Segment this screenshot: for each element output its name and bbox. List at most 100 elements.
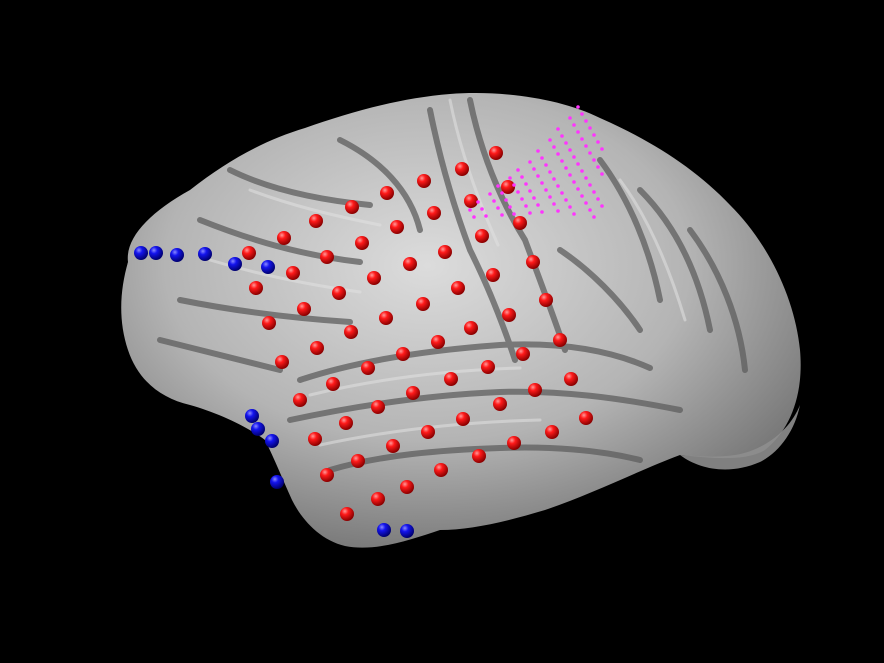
red-electrode: [371, 492, 385, 506]
magenta-electrode: [472, 215, 476, 219]
blue-electrode-group: [134, 246, 414, 538]
magenta-electrode: [548, 195, 552, 199]
magenta-electrode: [536, 174, 540, 178]
magenta-electrode: [588, 208, 592, 212]
red-electrode: [403, 257, 417, 271]
blue-electrode: [149, 246, 163, 260]
red-electrode: [427, 206, 441, 220]
red-electrode: [464, 194, 478, 208]
magenta-electrode: [528, 211, 532, 215]
magenta-electrode: [536, 149, 540, 153]
red-electrode: [344, 325, 358, 339]
red-electrode: [516, 347, 530, 361]
magenta-electrode: [580, 112, 584, 116]
red-electrode: [396, 347, 410, 361]
magenta-electrode: [556, 127, 560, 131]
red-electrode: [513, 216, 527, 230]
red-electrode: [539, 293, 553, 307]
magenta-electrode: [540, 156, 544, 160]
red-electrode: [455, 162, 469, 176]
blue-electrode: [198, 247, 212, 261]
magenta-electrode: [568, 116, 572, 120]
red-electrode: [493, 397, 507, 411]
magenta-electrode: [532, 167, 536, 171]
magenta-electrode: [516, 190, 520, 194]
red-electrode: [438, 245, 452, 259]
red-electrode: [481, 360, 495, 374]
magenta-electrode: [592, 215, 596, 219]
magenta-electrode: [592, 133, 596, 137]
red-electrode: [451, 281, 465, 295]
blue-electrode: [261, 260, 275, 274]
red-electrode: [361, 361, 375, 375]
magenta-electrode: [512, 183, 516, 187]
magenta-electrode: [528, 189, 532, 193]
blue-electrode: [270, 475, 284, 489]
red-electrode: [464, 321, 478, 335]
magenta-electrode: [576, 187, 580, 191]
red-electrode: [310, 341, 324, 355]
magenta-electrode: [512, 212, 516, 216]
blue-electrode: [265, 434, 279, 448]
magenta-electrode: [500, 191, 504, 195]
red-electrode: [472, 449, 486, 463]
red-electrode: [351, 454, 365, 468]
magenta-electrode: [564, 166, 568, 170]
red-electrode: [345, 200, 359, 214]
red-electrode: [475, 229, 489, 243]
magenta-electrode: [572, 155, 576, 159]
magenta-electrode: [508, 176, 512, 180]
magenta-electrode: [600, 172, 604, 176]
magenta-electrode: [592, 190, 596, 194]
blue-electrode: [170, 248, 184, 262]
red-electrode: [326, 377, 340, 391]
magenta-electrode: [548, 170, 552, 174]
magenta-electrode: [484, 214, 488, 218]
red-electrode: [431, 335, 445, 349]
red-electrode: [309, 214, 323, 228]
red-electrode-group: [242, 146, 593, 521]
red-electrode: [277, 231, 291, 245]
red-electrode: [242, 246, 256, 260]
red-electrode: [332, 286, 346, 300]
magenta-electrode: [584, 176, 588, 180]
red-electrode: [275, 355, 289, 369]
red-electrode: [502, 308, 516, 322]
magenta-electrode: [584, 119, 588, 123]
magenta-electrode: [596, 165, 600, 169]
blue-electrode: [377, 523, 391, 537]
red-electrode: [355, 236, 369, 250]
magenta-electrode: [556, 184, 560, 188]
magenta-electrode: [572, 212, 576, 216]
cerebellum: [680, 405, 800, 470]
magenta-electrode: [480, 207, 484, 211]
magenta-electrode: [556, 209, 560, 213]
magenta-electrode: [492, 199, 496, 203]
magenta-electrode: [580, 194, 584, 198]
magenta-electrode: [468, 208, 472, 212]
magenta-electrode: [488, 192, 492, 196]
magenta-electrode: [496, 184, 500, 188]
magenta-electrode: [560, 191, 564, 195]
magenta-electrode: [580, 169, 584, 173]
magenta-electrode: [572, 180, 576, 184]
magenta-electrode: [556, 152, 560, 156]
red-electrode: [545, 425, 559, 439]
red-electrode: [380, 186, 394, 200]
red-electrode: [434, 463, 448, 477]
magenta-electrode: [516, 168, 520, 172]
magenta-electrode: [532, 196, 536, 200]
red-electrode: [526, 255, 540, 269]
magenta-electrode: [576, 162, 580, 166]
magenta-electrode: [576, 130, 580, 134]
red-electrode: [386, 439, 400, 453]
red-electrode: [489, 146, 503, 160]
magenta-electrode: [576, 105, 580, 109]
red-electrode: [379, 311, 393, 325]
magenta-electrode: [544, 163, 548, 167]
red-electrode: [421, 425, 435, 439]
red-electrode: [297, 302, 311, 316]
red-electrode: [308, 432, 322, 446]
red-electrode: [579, 411, 593, 425]
